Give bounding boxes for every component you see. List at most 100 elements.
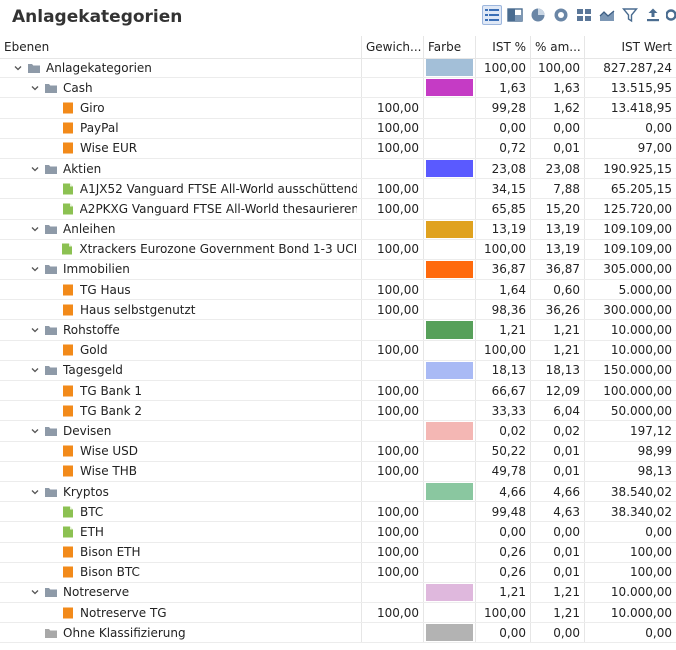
color-swatch[interactable]: [426, 361, 473, 379]
table-row[interactable]: Tagesgeld 18,13 18,13 150.000,00: [0, 360, 676, 381]
folder-icon: [44, 485, 58, 499]
table-row[interactable]: Rohstoffe 1,21 1,21 10.000,00: [0, 320, 676, 341]
table-row[interactable]: Immobilien 36,87 36,87 305.000,00: [0, 259, 676, 281]
table-row[interactable]: TG Bank 2 100,00 33,33 6,04 50.000,00: [0, 401, 676, 422]
ist-percent-cell: 100,00: [476, 340, 531, 360]
chevron-down-icon[interactable]: [29, 364, 41, 376]
table-row[interactable]: Bison BTC 100,00 0,26 0,01 100,00: [0, 562, 676, 583]
table-row[interactable]: Xtrackers Eurozone Government Bond 1-3 U…: [0, 239, 676, 260]
ist-value-cell: 13.418,95: [610, 100, 672, 115]
chevron-down-icon[interactable]: [12, 62, 24, 74]
table-row[interactable]: Wise THB 100,00 49,78 0,01 98,13: [0, 461, 676, 482]
grid-tiles-button[interactable]: [574, 5, 594, 25]
column-header-name[interactable]: Ebenen: [0, 36, 362, 58]
table-row[interactable]: Anlagekategorien 100,00 100,00 827.287,24: [0, 58, 676, 79]
color-cell: [424, 623, 476, 643]
expander-spacer: [46, 445, 58, 457]
filter-button[interactable]: [620, 5, 640, 25]
name-cell: Ohne Klassifizierung: [0, 623, 362, 643]
column-header-color[interactable]: Farbe: [424, 36, 476, 58]
weight-cell: 100,00: [362, 239, 424, 259]
treemap-icon: [507, 7, 523, 23]
color-cell: [424, 158, 476, 179]
table-row[interactable]: Wise USD 100,00 50,22 0,01 98,99: [0, 441, 676, 462]
table-row[interactable]: TG Bank 1 100,00 66,67 12,09 100.000,00: [0, 381, 676, 402]
table-row[interactable]: BTC 100,00 99,48 4,63 38.340,02: [0, 502, 676, 523]
name-cell: Giro: [0, 98, 362, 118]
color-swatch[interactable]: [426, 583, 473, 602]
tree-view-button[interactable]: [482, 5, 502, 25]
chevron-down-icon[interactable]: [29, 263, 41, 275]
table-row[interactable]: Gold 100,00 100,00 1,21 10.000,00: [0, 340, 676, 361]
color-swatch[interactable]: [426, 482, 473, 501]
table-row[interactable]: A2PKXG Vanguard FTSE All-World thesaurie…: [0, 199, 676, 220]
table-row[interactable]: ETH 100,00 0,00 0,00 0,00: [0, 522, 676, 543]
ist-value-cell: 827.287,24: [603, 60, 672, 75]
pie-chart-button[interactable]: [528, 5, 548, 25]
weight-cell: 100,00: [362, 461, 424, 481]
color-swatch[interactable]: [426, 321, 473, 339]
ist-value-cell: 300.000,00: [603, 302, 672, 317]
table-row[interactable]: Devisen 0,02 0,02 197,12: [0, 421, 676, 442]
table-row[interactable]: PayPal 100,00 0,00 0,00 0,00: [0, 118, 676, 139]
grid-tiles-icon: [576, 7, 592, 23]
table-row[interactable]: Wise EUR 100,00 0,72 0,01 97,00: [0, 138, 676, 159]
ist-value-cell: 100,00: [630, 545, 672, 560]
weight-cell: 100,00: [362, 441, 424, 461]
column-header-ist-value[interactable]: IST Wert: [621, 40, 672, 54]
color-swatch[interactable]: [426, 159, 473, 178]
export-button[interactable]: [643, 5, 663, 25]
chevron-down-icon[interactable]: [29, 163, 41, 175]
folder-icon: [44, 363, 58, 377]
chevron-down-icon[interactable]: [29, 324, 41, 336]
table-body: Anlagekategorien 100,00 100,00 827.287,24 Ca…: [0, 58, 676, 644]
table-row[interactable]: Anleihen 13,19 13,19 109.109,00: [0, 219, 676, 240]
ist-percent-cell: 65,85: [476, 199, 531, 219]
color-swatch[interactable]: [426, 260, 473, 279]
table-row[interactable]: TG Haus 100,00 1,64 0,60 5.000,00: [0, 280, 676, 301]
chevron-down-icon[interactable]: [29, 223, 41, 235]
settings-button[interactable]: [666, 5, 676, 25]
chevron-down-icon[interactable]: [29, 486, 41, 498]
row-label: PayPal: [80, 121, 119, 136]
percent-total-cell: 4,63: [531, 502, 585, 522]
account-icon: [61, 565, 75, 579]
percent-total-cell: 0,02: [531, 421, 585, 441]
name-cell: Xtrackers Eurozone Government Bond 1-3 U…: [0, 239, 362, 259]
area-chart-button[interactable]: [597, 5, 617, 25]
percent-total-cell: 4,66: [531, 481, 585, 502]
treemap-button[interactable]: [505, 5, 525, 25]
name-cell: A1JX52 Vanguard FTSE All-World ausschütt…: [0, 179, 362, 199]
table-row[interactable]: Ohne Klassifizierung 0,00 0,00 0,00: [0, 623, 676, 644]
column-header-ist-percent[interactable]: IST %: [476, 36, 531, 58]
chevron-down-icon[interactable]: [29, 82, 41, 94]
table-row[interactable]: A1JX52 Vanguard FTSE All-World ausschütt…: [0, 179, 676, 200]
ist-percent-cell: 100,00: [476, 603, 531, 623]
donut-chart-button[interactable]: [551, 5, 571, 25]
color-swatch[interactable]: [426, 79, 473, 97]
table-row[interactable]: Aktien 23,08 23,08 190.925,15: [0, 158, 676, 180]
color-cell: [424, 461, 476, 481]
row-label: Notreserve TG: [80, 605, 167, 620]
column-header-percent-total[interactable]: % am...: [531, 36, 585, 58]
color-cell: [424, 320, 476, 340]
percent-total-cell: 1,21: [531, 340, 585, 360]
chevron-down-icon[interactable]: [29, 425, 41, 437]
color-swatch[interactable]: [426, 220, 473, 238]
chevron-down-icon[interactable]: [29, 586, 41, 598]
table-row[interactable]: Haus selbstgenutzt 100,00 98,36 36,26 300.00…: [0, 300, 676, 321]
table-row[interactable]: Bison ETH 100,00 0,26 0,01 100,00: [0, 542, 676, 563]
color-swatch[interactable]: [426, 422, 473, 440]
table-row[interactable]: Notreserve TG 100,00 100,00 1,21 10.000,00: [0, 603, 676, 624]
ist-value-cell: 10.000,00: [610, 605, 672, 620]
table-row[interactable]: Kryptos 4,66 4,66 38.540,02: [0, 481, 676, 503]
security-icon: [61, 525, 75, 539]
name-cell: Gold: [0, 340, 362, 360]
table-row[interactable]: Notreserve 1,21 1,21 10.000,00: [0, 582, 676, 604]
table-row[interactable]: Cash 1,63 1,63 13.515,95: [0, 78, 676, 99]
color-swatch[interactable]: [426, 59, 473, 77]
column-header-weight[interactable]: Gewich...: [362, 36, 424, 58]
weight-cell: 100,00: [362, 340, 424, 360]
table-row[interactable]: Giro 100,00 99,28 1,62 13.418,95: [0, 98, 676, 119]
color-swatch[interactable]: [426, 624, 473, 642]
